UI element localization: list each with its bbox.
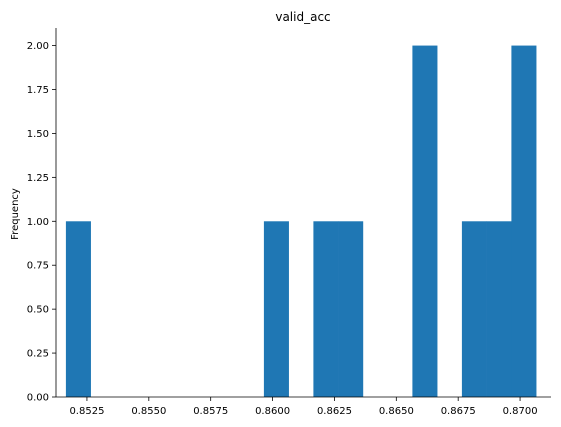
x-tick-label: 0.8650 (379, 406, 414, 417)
y-tick-label: 1.50 (27, 129, 49, 140)
x-tick-label: 0.8575 (193, 406, 228, 417)
y-tick-label: 1.75 (27, 85, 49, 96)
x-tick-label: 0.8525 (69, 406, 104, 417)
histogram-bar (412, 45, 438, 397)
histogram-bar (338, 221, 364, 397)
x-tick-label: 0.8625 (317, 406, 352, 417)
histogram-bar (263, 221, 289, 397)
chart-title: valid_acc (275, 10, 330, 24)
y-tick-label: 1.00 (27, 217, 49, 228)
histogram-bar (461, 221, 487, 397)
x-tick-label: 0.8600 (255, 406, 290, 417)
y-tick-label: 0.25 (27, 349, 49, 360)
histogram-bar (511, 45, 537, 397)
y-axis: 0.00 0.25 0.50 0.75 1.00 1.25 1.50 1.75 2.00 (27, 28, 57, 404)
x-tick-label: 0.8675 (441, 406, 476, 417)
y-tick-label: 2.00 (27, 41, 49, 52)
x-tick-label: 0.8550 (131, 406, 166, 417)
y-tick-label: 0.00 (27, 393, 49, 404)
y-axis-label: Frequency (10, 188, 21, 240)
y-tick-label: 0.75 (27, 261, 49, 272)
y-tick-label: 1.25 (27, 173, 49, 184)
x-axis: 0.8525 0.8550 0.8575 0.8600 0.8625 0.8650 0.86… (56, 396, 551, 417)
histogram-bar (313, 221, 339, 397)
histogram-bar (65, 221, 91, 397)
bars-group (65, 45, 537, 397)
x-tick-label: 0.8700 (503, 406, 538, 417)
histogram-bar (486, 221, 512, 397)
y-tick-label: 0.50 (27, 305, 49, 316)
